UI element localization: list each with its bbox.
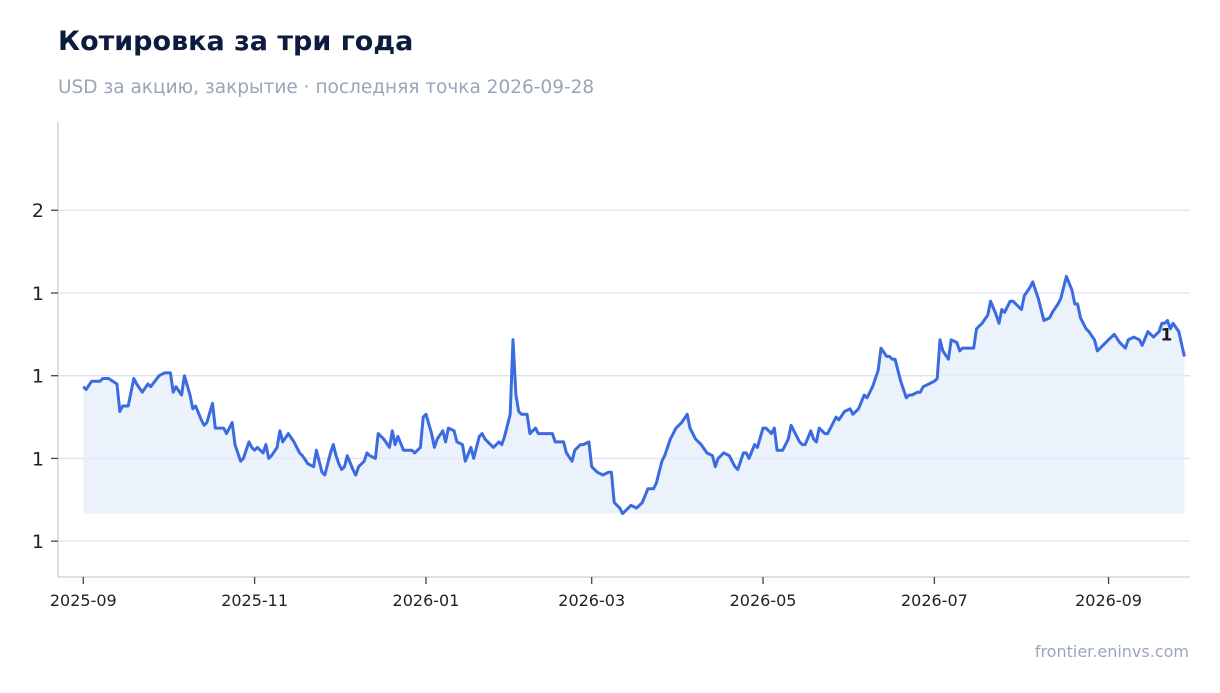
- y-tick-label: 1: [32, 531, 44, 553]
- y-axis-ticks: 1 1 1 1 2: [32, 200, 58, 553]
- y-tick-label: 2: [32, 200, 44, 222]
- axes: [57, 122, 1190, 578]
- x-tick-label: 2026-07: [901, 591, 968, 610]
- x-tick-label: 2026-09: [1075, 591, 1142, 610]
- y-tick-label: 1: [32, 283, 44, 305]
- x-tick-label: 2026-01: [393, 591, 460, 610]
- x-tick-label: 2025-09: [50, 591, 117, 610]
- last-value-label: 1: [1160, 325, 1172, 345]
- x-axis-ticks: 2025-09 2025-11 2026-01 2026-03 2026-05 2026-…: [50, 577, 1142, 610]
- x-tick-label: 2026-03: [558, 591, 625, 610]
- y-tick-label: 1: [32, 366, 44, 388]
- price-area-fill: [83, 276, 1185, 514]
- chart-title: Котировка за три года: [58, 26, 414, 57]
- chart-subtitle: USD за акцию, закрытие · последняя точка…: [58, 77, 595, 98]
- x-tick-label: 2026-05: [730, 591, 797, 610]
- price-line: [82, 274, 1186, 516]
- x-tick-label: 2025-11: [221, 591, 288, 610]
- source-link[interactable]: frontier.eninvs.com: [1034, 642, 1189, 661]
- y-tick-label: 1: [32, 448, 44, 470]
